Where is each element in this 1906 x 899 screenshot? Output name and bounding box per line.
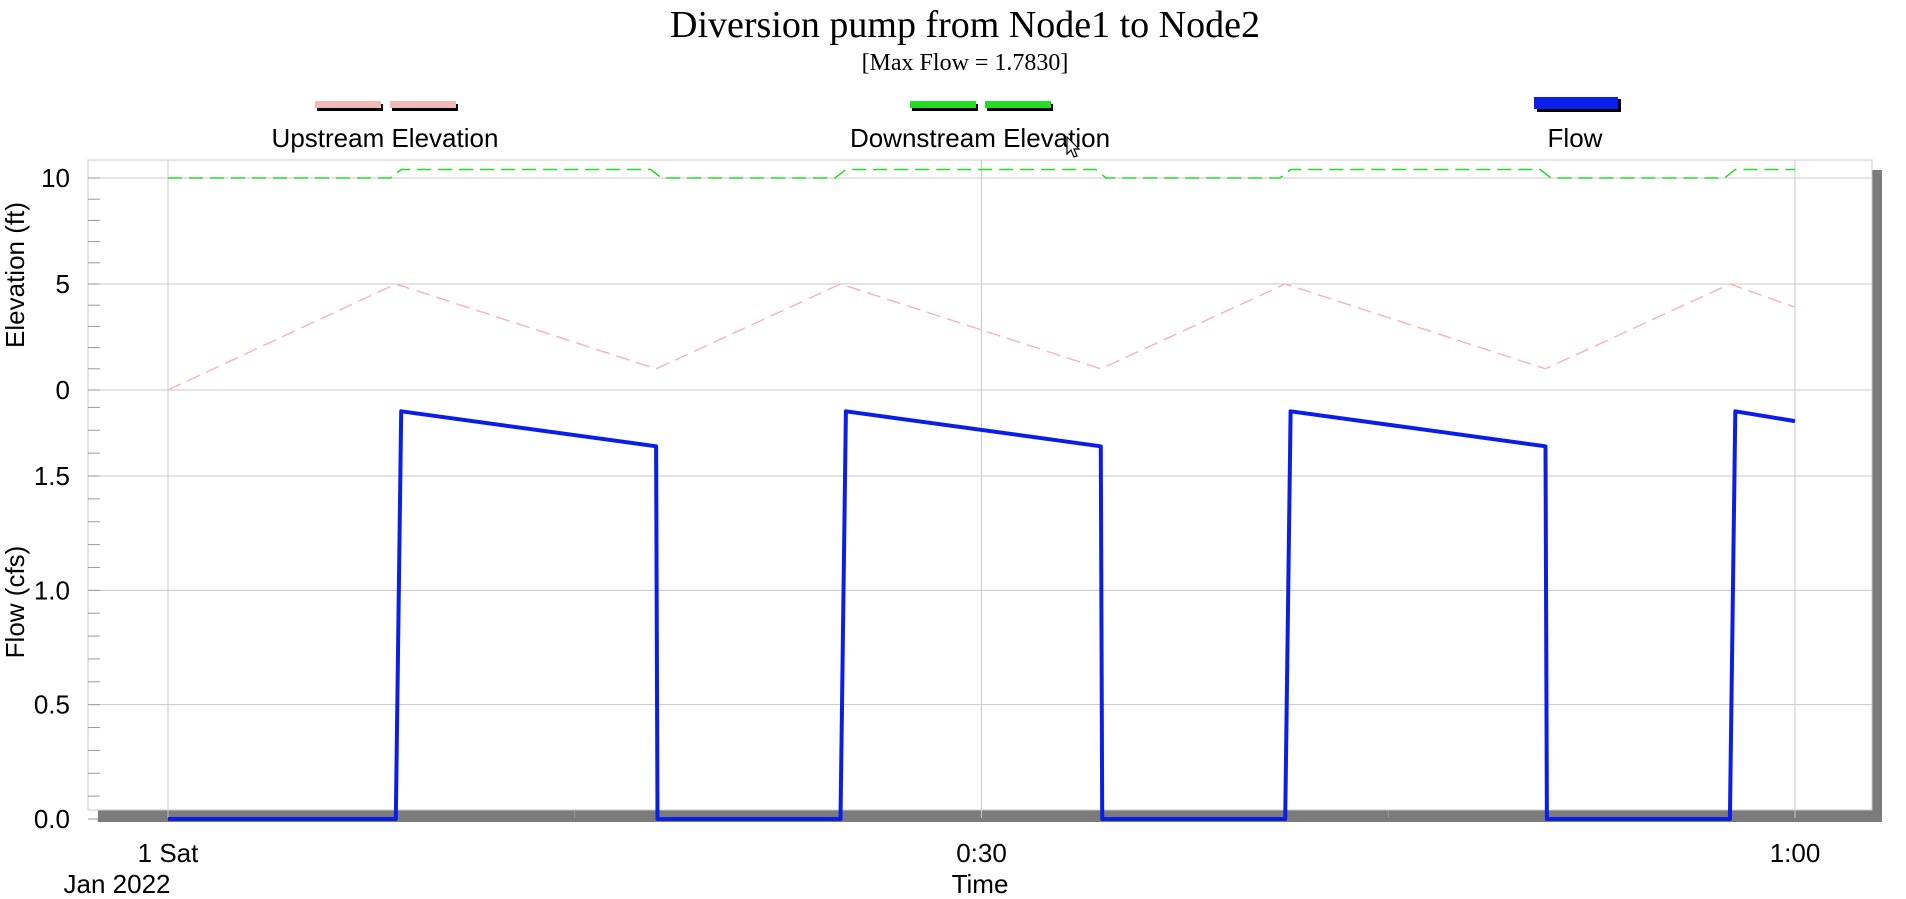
legend: Upstream Elevation Downstream Elevation Fl… (272, 97, 1621, 153)
legend-swatch (390, 101, 456, 108)
y-tick-label: 0.0 (34, 804, 70, 834)
y-tick-label: 5 (56, 269, 70, 299)
x-axis-bar (98, 818, 1882, 822)
legend-label: Flow (1548, 123, 1603, 153)
y-tick-label: 0 (56, 375, 70, 405)
x-tick-label: 1 Sat (138, 838, 199, 868)
y-axis-label-elevation: Elevation (ft) (0, 202, 30, 348)
x-tick-label: 1:00 (1770, 838, 1821, 868)
y-tick-label: 1.5 (34, 461, 70, 491)
y-axis-label-flow: Flow (cfs) (0, 546, 30, 659)
legend-item: Upstream Elevation (272, 101, 499, 153)
x-tick-label: 0:30 (956, 838, 1007, 868)
y-tick-label: 10 (41, 163, 70, 193)
y-tick-label: 1.0 (34, 575, 70, 605)
legend-swatch (315, 101, 381, 108)
axes: 1 Sat 0:30 1:00 0 5 10 0.0 0.5 1.0 1.5 (34, 163, 1882, 868)
legend-label: Upstream Elevation (272, 123, 499, 153)
series-layer (167, 168, 1796, 821)
mouse-cursor-icon (1066, 136, 1081, 158)
legend-swatch (985, 101, 1051, 108)
x-axis-label: Time (952, 869, 1009, 899)
series-line-downstream-elevation (168, 168, 1795, 179)
legend-swatch (910, 101, 976, 108)
chart-title: Diversion pump from Node1 to Node2 (670, 4, 1260, 46)
series-line-flow (168, 409, 1796, 821)
plot-area (87, 159, 1873, 811)
series-line-upstream-elevation (167, 283, 1796, 391)
legend-swatch (1534, 97, 1618, 109)
legend-item: Flow (1534, 97, 1621, 153)
chart-subtitle: [Max Flow = 1.7830] (862, 50, 1069, 76)
y-tick-label: 0.5 (34, 690, 70, 720)
x-date-label: Jan 2022 (64, 869, 171, 899)
